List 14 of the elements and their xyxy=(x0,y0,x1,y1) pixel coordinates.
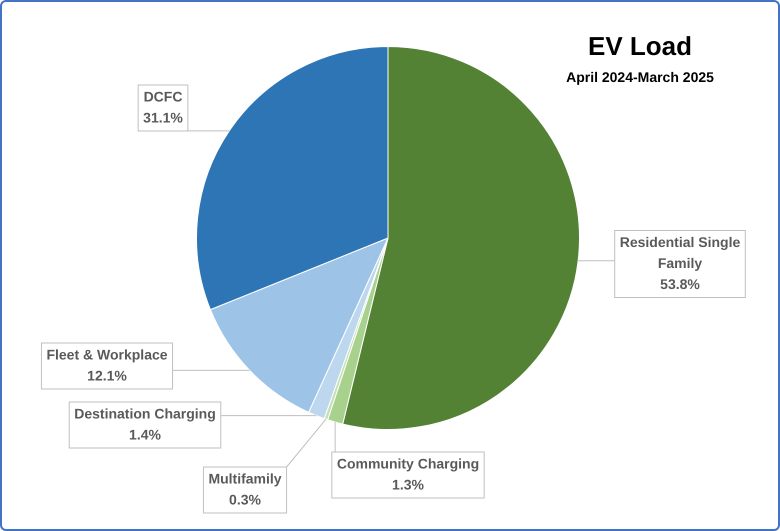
data-label: 31.1% xyxy=(143,109,184,126)
chart-title: EV Load xyxy=(588,31,692,62)
slice-label: Fleet & Workplace xyxy=(46,346,168,362)
data-label: 1.4% xyxy=(129,426,162,442)
data-label: 1.3% xyxy=(392,476,424,492)
data-label: 0.3% xyxy=(229,491,262,508)
text: April 2024-March 2025 xyxy=(566,68,714,85)
slice-label: Multifamily xyxy=(208,470,282,486)
slice-label: Community Charging xyxy=(336,455,480,472)
slice-label: Residential Single Family xyxy=(620,234,741,271)
data-label: 53.8% xyxy=(660,276,700,292)
data-label: 12.1% xyxy=(87,367,128,384)
slice-label: Destination Charging xyxy=(74,405,216,422)
slice-label: DCFC xyxy=(144,88,182,104)
